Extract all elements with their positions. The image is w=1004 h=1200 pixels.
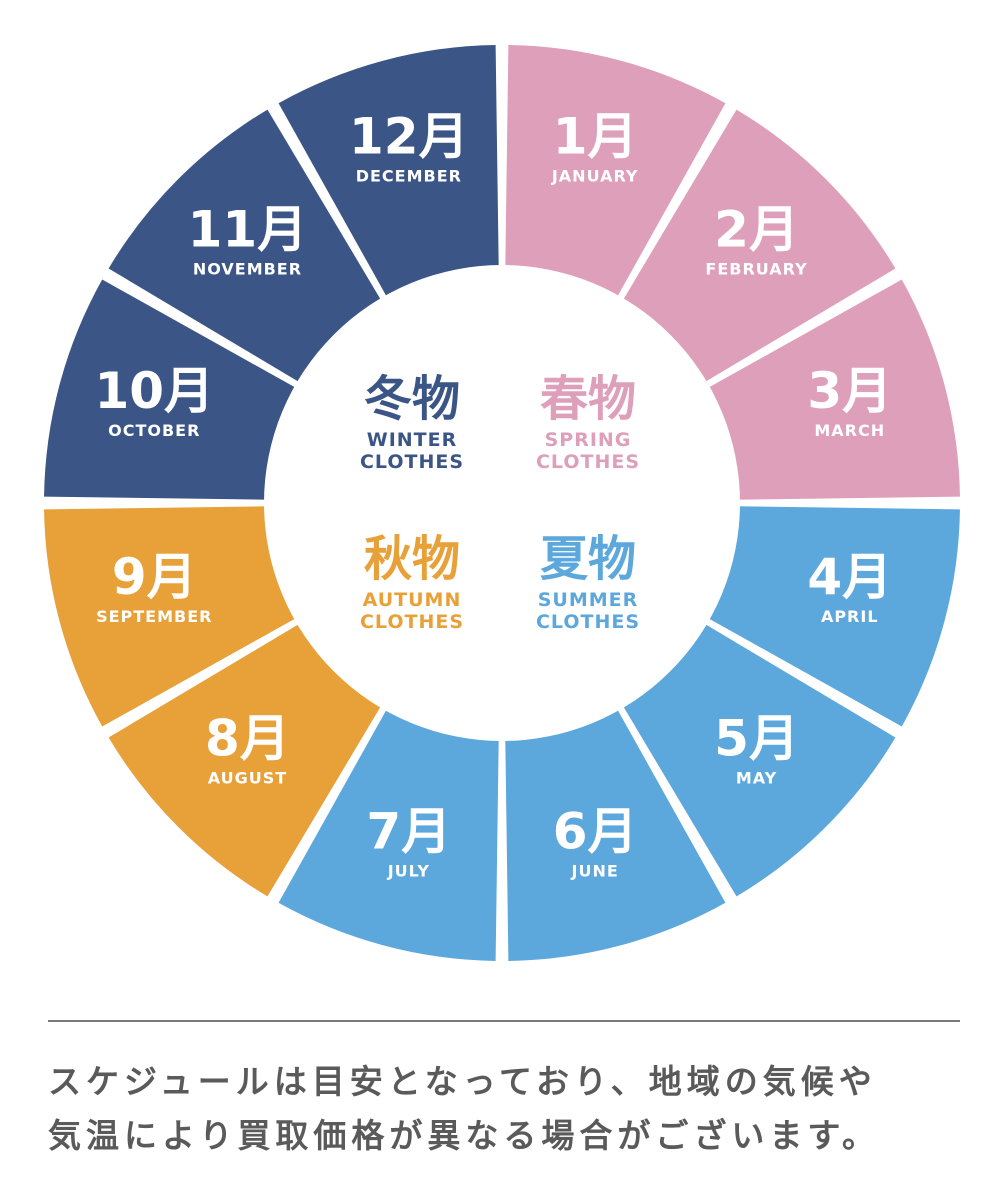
month-number-2: 2月 xyxy=(714,200,799,258)
schedule-note: スケジュールは目安となっており、地域の気候や 気温により買取価格が異なる場合がご… xyxy=(48,1055,968,1163)
season-autumn-en-2: CLOTHES xyxy=(360,611,464,633)
season-winter-jp: 冬物 xyxy=(364,371,460,427)
month-number-8: 8月 xyxy=(205,710,290,768)
month-number-11: 11月 xyxy=(188,200,308,258)
month-number-5: 5月 xyxy=(714,710,799,768)
month-english-10: OCTOBER xyxy=(108,421,200,440)
season-summer-en-2: CLOTHES xyxy=(536,611,640,633)
season-summer: 夏物 SUMMER CLOTHES xyxy=(536,531,640,633)
month-english-1: JANUARY xyxy=(551,166,639,185)
month-number-1: 1月 xyxy=(553,107,638,165)
month-number-9: 9月 xyxy=(112,548,197,606)
month-number-10: 10月 xyxy=(94,362,214,420)
month-number-3: 3月 xyxy=(807,362,892,420)
month-english-7: JULY xyxy=(387,862,430,881)
month-english-4: APRIL xyxy=(821,607,879,626)
month-number-4: 4月 xyxy=(807,548,892,606)
month-english-3: MARCH xyxy=(814,421,885,440)
season-winter-en-1: WINTER xyxy=(367,429,458,451)
season-spring-en-2: CLOTHES xyxy=(536,451,640,473)
season-winter-en-2: CLOTHES xyxy=(360,451,464,473)
season-autumn: 秋物 AUTUMN CLOTHES xyxy=(360,531,464,633)
month-number-6: 6月 xyxy=(553,803,638,861)
schedule-note-line-1: スケジュールは目安となっており、地域の気候や xyxy=(48,1062,877,1101)
season-summer-jp: 夏物 xyxy=(540,531,636,587)
season-summer-en-1: SUMMER xyxy=(538,589,639,611)
season-winter: 冬物 WINTER CLOTHES xyxy=(360,371,464,473)
month-english-5: MAY xyxy=(736,769,777,788)
season-autumn-en-1: AUTUMN xyxy=(363,589,462,611)
season-spring-en-1: SPRING xyxy=(545,429,632,451)
month-english-8: AUGUST xyxy=(208,769,287,788)
month-english-2: FEBRUARY xyxy=(705,259,807,278)
season-spring: 春物 SPRING CLOTHES xyxy=(536,371,640,473)
month-number-7: 7月 xyxy=(366,803,451,861)
month-english-11: NOVEMBER xyxy=(193,259,302,278)
month-english-12: DECEMBER xyxy=(356,166,462,185)
month-english-9: SEPTEMBER xyxy=(96,607,212,626)
month-number-12: 12月 xyxy=(349,107,469,165)
season-labels: 冬物 WINTER CLOTHES 春物 SPRING CLOTHES 秋物 A… xyxy=(360,371,640,633)
center-disc xyxy=(264,265,740,741)
season-autumn-jp: 秋物 xyxy=(364,531,460,587)
schedule-note-line-2: 気温により買取価格が異なる場合がございます。 xyxy=(48,1116,881,1155)
month-english-6: JUNE xyxy=(571,862,619,881)
season-spring-jp: 春物 xyxy=(540,371,636,427)
divider-line xyxy=(48,1020,960,1022)
